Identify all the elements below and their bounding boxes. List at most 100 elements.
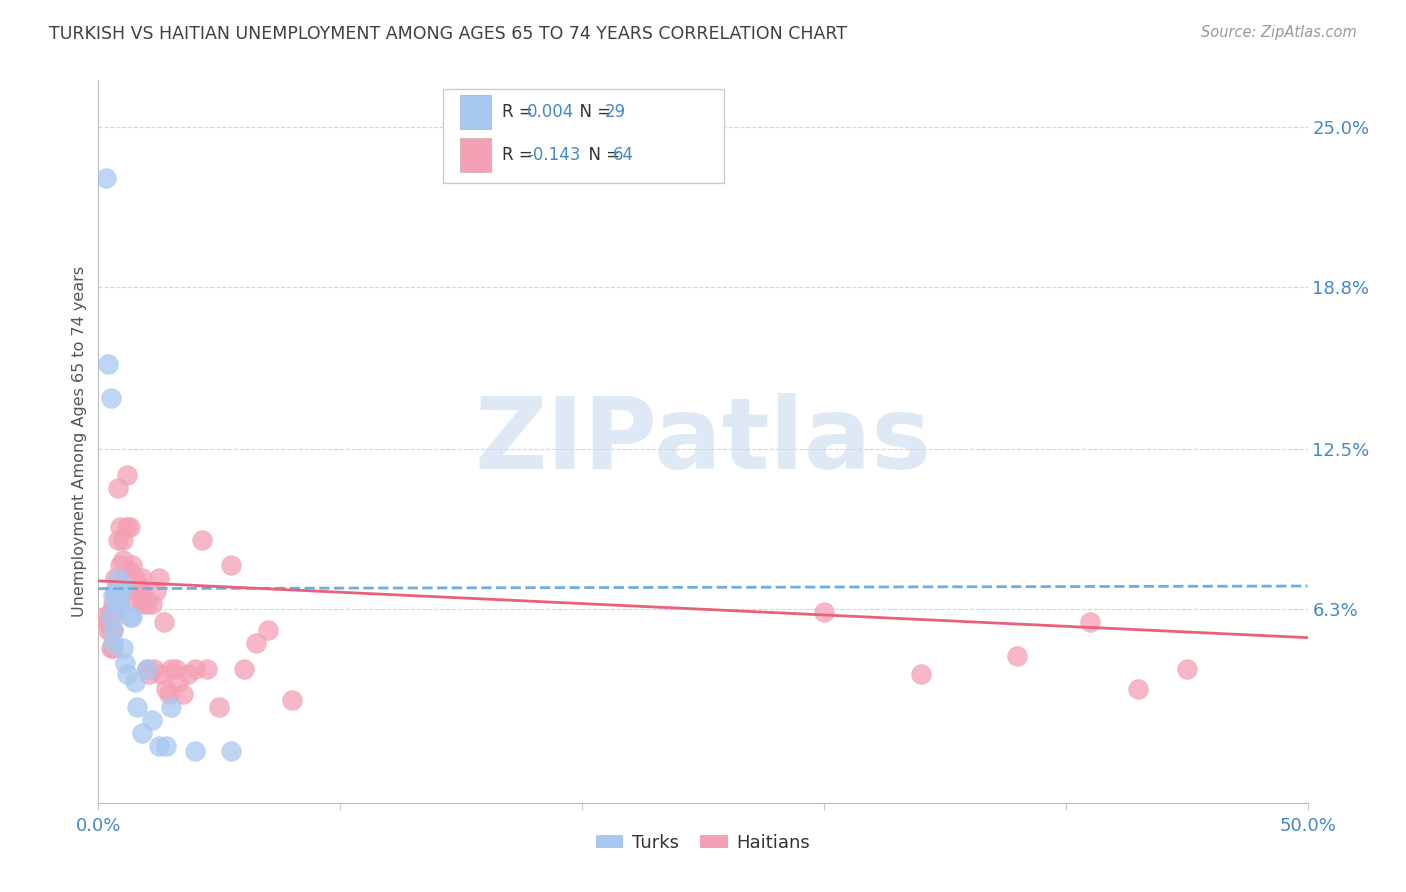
Point [131,597,153,611]
Point [111,533,134,547]
Point [135,662,157,676]
Point [97,357,120,371]
Point [101,623,124,637]
Point [143,662,166,676]
Point [100,605,122,619]
Point [104,584,127,599]
Point [910,666,932,681]
Point [114,571,136,585]
Point [127,584,149,599]
Point [127,700,149,714]
Point [148,571,170,585]
Point [184,744,207,758]
Point [160,700,183,714]
Text: 29: 29 [605,103,626,120]
Point [221,744,243,758]
Point [165,662,187,676]
Point [108,584,131,599]
Point [124,674,146,689]
Point [184,662,207,676]
Point [128,579,150,593]
Point [245,636,267,650]
Point [104,597,127,611]
Point [813,605,835,619]
Text: ZIPatlas: ZIPatlas [475,393,931,490]
Point [172,687,194,701]
Point [104,602,127,616]
Point [155,682,177,697]
Point [281,692,304,706]
Point [124,571,146,585]
Point [117,519,139,533]
Point [148,739,170,753]
Point [108,597,131,611]
Point [101,597,124,611]
Text: 0.004: 0.004 [527,103,575,120]
Point [111,579,134,593]
Point [1078,615,1101,630]
Point [104,571,127,585]
Point [118,564,141,578]
Point [107,571,129,585]
Point [108,519,131,533]
Y-axis label: Unemployment Among Ages 65 to 74 years: Unemployment Among Ages 65 to 74 years [72,266,87,617]
Text: N =: N = [578,145,626,163]
Point [101,636,124,650]
Text: 64: 64 [613,145,634,163]
Point [177,666,200,681]
Point [134,590,156,604]
Point [101,610,124,624]
Point [117,468,139,483]
Text: R =: R = [502,145,538,163]
Text: N =: N = [569,103,617,120]
Point [145,584,167,599]
Point [121,610,143,624]
Legend: Turks, Haitians: Turks, Haitians [589,826,817,859]
Point [118,519,141,533]
Point [94,615,117,630]
Point [121,558,143,573]
Point [256,623,278,637]
Point [107,533,129,547]
Text: TURKISH VS HAITIAN UNEMPLOYMENT AMONG AGES 65 TO 74 YEARS CORRELATION CHART: TURKISH VS HAITIAN UNEMPLOYMENT AMONG AG… [49,25,848,43]
Point [100,391,122,405]
Point [221,558,243,573]
Point [232,662,254,676]
Point [160,662,183,676]
Point [100,623,122,637]
Point [157,687,180,701]
Point [135,662,157,676]
Point [100,610,122,624]
Point [91,610,114,624]
Point [104,584,127,599]
Point [111,584,134,599]
Point [111,640,134,655]
Point [150,666,173,681]
Point [124,597,146,611]
Point [167,674,190,689]
Point [155,739,177,753]
Text: -0.143: -0.143 [527,145,581,163]
Point [1175,662,1198,676]
Point [191,533,214,547]
Point [101,623,124,637]
Text: Source: ZipAtlas.com: Source: ZipAtlas.com [1201,25,1357,40]
Point [141,713,163,727]
Point [138,666,160,681]
Point [108,558,131,573]
Point [114,657,136,671]
Point [152,615,174,630]
Point [111,553,134,567]
Point [131,726,153,740]
Point [107,481,129,495]
Point [97,623,120,637]
Point [100,640,122,655]
Point [1128,682,1150,697]
Point [195,662,218,676]
Point [117,666,139,681]
Point [101,590,124,604]
Point [94,171,117,186]
Text: R =: R = [502,103,538,120]
Point [135,597,157,611]
Point [1007,648,1029,663]
